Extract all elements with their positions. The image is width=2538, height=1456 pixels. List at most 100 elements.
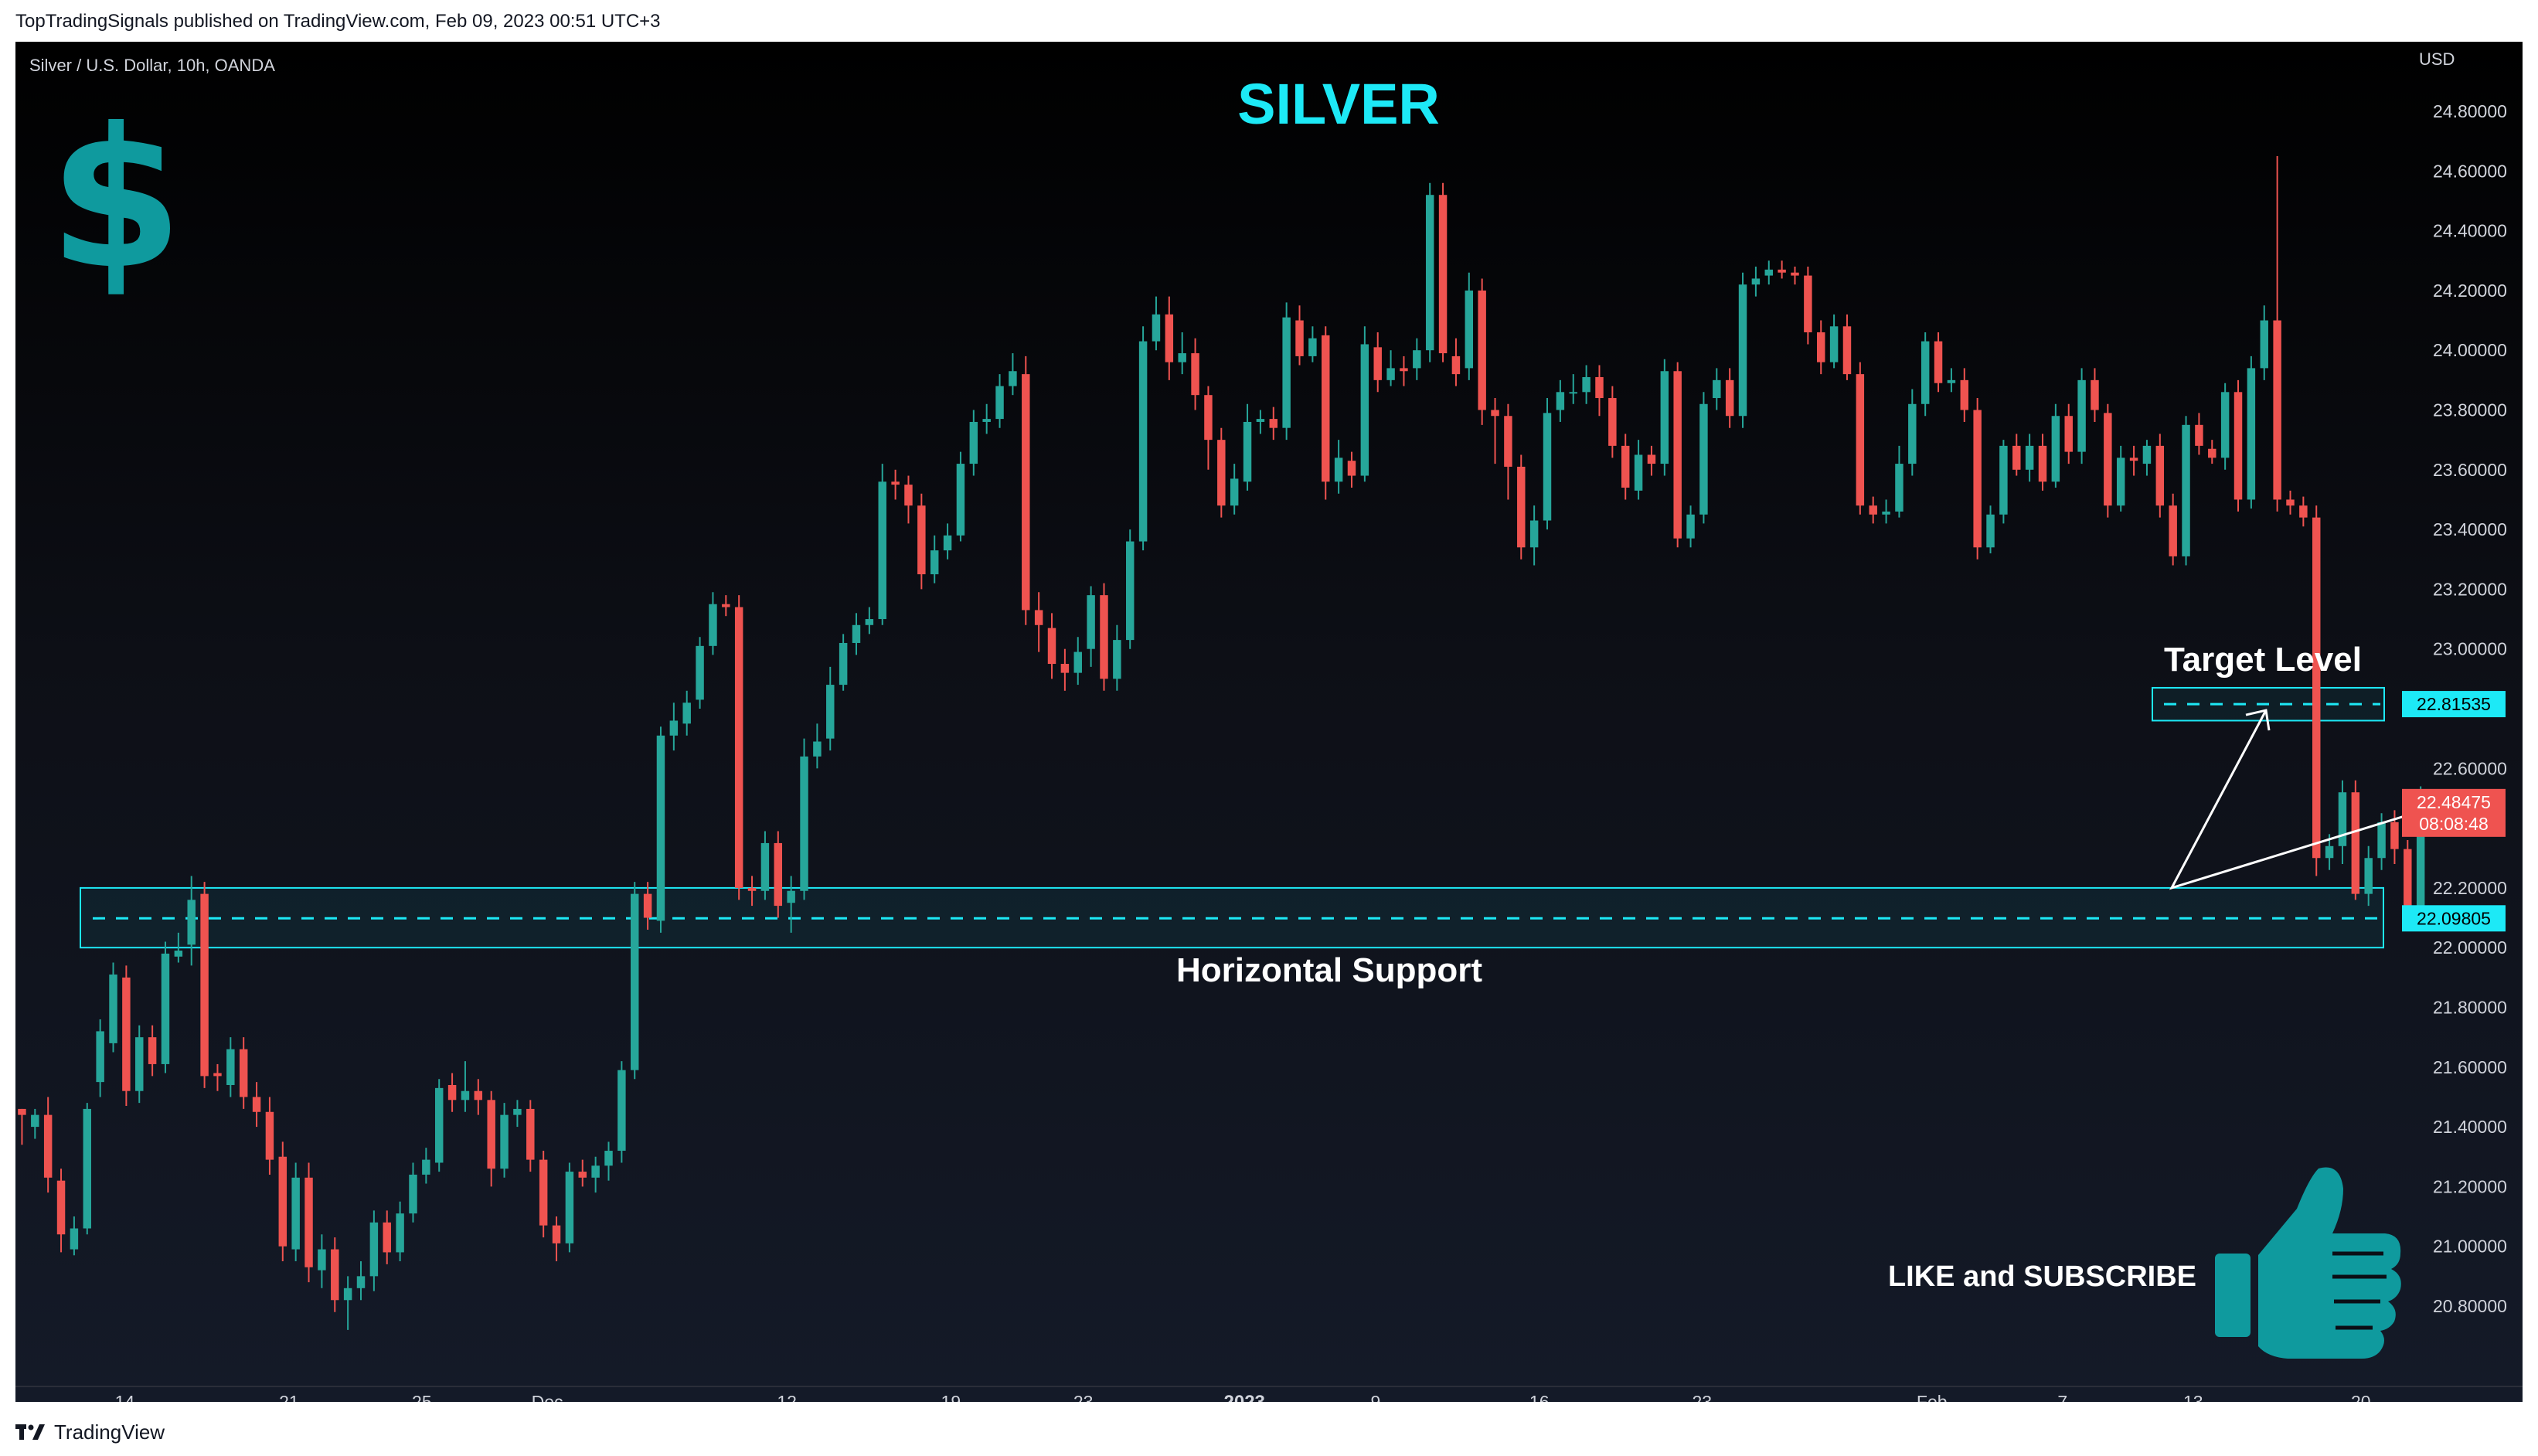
thumb-finger-lines: [2332, 1251, 2387, 1330]
candle-body: [1999, 445, 2008, 515]
candle-body: [1152, 314, 1161, 342]
symbol-label: Silver / U.S. Dollar, 10h, OANDA: [29, 56, 275, 75]
y-tick-label: 23.40000: [2433, 519, 2507, 539]
x-tick-label: Feb: [1917, 1392, 1948, 1402]
candle-body: [565, 1172, 574, 1243]
candle-body: [1569, 392, 1577, 394]
tradingview-logo-icon: [15, 1424, 45, 1440]
candle-body: [1100, 595, 1108, 679]
candle-body: [826, 685, 835, 739]
candle-body: [18, 1108, 26, 1115]
candle-body: [2091, 379, 2099, 410]
candle-body: [513, 1108, 522, 1115]
chart-area[interactable]: SILVER Target Level Horizontal Support LIKE…: [15, 42, 2523, 1402]
candle-body: [1582, 376, 1591, 393]
candle-body: [396, 1213, 404, 1253]
candle-body: [1817, 332, 1825, 362]
support-price-tag: 22.09805: [2417, 908, 2491, 928]
candle-body: [2364, 858, 2373, 894]
candle-body: [2208, 448, 2216, 458]
candle-body: [669, 720, 679, 736]
candle-body: [2299, 505, 2308, 518]
candle-body: [1934, 341, 1943, 383]
y-tick-label: 21.20000: [2433, 1176, 2507, 1196]
candle-body: [1947, 379, 1956, 383]
y-tick-label: 22.60000: [2433, 758, 2507, 778]
currency-label: USD: [2419, 49, 2455, 69]
target-price-tag-bg: [2402, 691, 2506, 718]
candle-body: [122, 977, 131, 1091]
candle-body: [434, 1087, 444, 1163]
y-tick-label: 21.40000: [2433, 1117, 2507, 1137]
candle-body: [2390, 822, 2399, 849]
candle-body: [2260, 320, 2268, 369]
y-tick-label: 22.20000: [2433, 878, 2507, 898]
candle-body: [982, 419, 991, 422]
candle-body: [343, 1288, 352, 1301]
thumb-cuff: [2215, 1254, 2251, 1337]
candle-body: [1804, 275, 1812, 333]
projection-arrowhead: [2245, 709, 2271, 731]
candle-body: [1986, 514, 1995, 548]
candle-body: [2182, 424, 2190, 556]
x-tick-label: 16: [1529, 1392, 1550, 1402]
candle-body: [2220, 392, 2230, 458]
candle-body: [1438, 195, 1448, 354]
candle-body: [643, 893, 652, 918]
candle-body: [1073, 651, 1082, 673]
price-chart[interactable]: SILVER Target Level Horizontal Support LIKE…: [15, 42, 2523, 1402]
candle-body: [2038, 445, 2047, 482]
candle-body: [2286, 499, 2295, 506]
candle-body: [2416, 795, 2425, 918]
candle-body: [1295, 320, 1304, 356]
candle-body: [1022, 374, 1030, 611]
candle-body: [891, 481, 900, 485]
candle-body: [356, 1276, 366, 1288]
x-tick-label: 7: [2057, 1392, 2067, 1402]
candle-body: [1125, 541, 1135, 641]
candle-body: [1842, 326, 1852, 375]
x-tick-label: 25: [412, 1392, 432, 1402]
candle-body: [878, 481, 886, 620]
countdown-tag: 08:08:48: [2419, 814, 2489, 834]
annotation-layer: SILVER Target Level Horizontal Support LIKE…: [49, 72, 2444, 1359]
thumbs-up-icon: [2215, 1167, 2401, 1359]
candle-body: [656, 735, 665, 921]
candle-body: [1465, 290, 1474, 369]
candle-body: [852, 624, 861, 643]
candle-body: [1634, 454, 1643, 491]
y-tick-label: 24.20000: [2433, 281, 2507, 301]
candle-body: [1556, 392, 1565, 410]
footer-brand[interactable]: TradingView: [15, 1419, 165, 1445]
candle-body: [930, 550, 939, 575]
candle-body: [461, 1090, 470, 1101]
candle-body: [839, 642, 848, 685]
candle-body: [1256, 419, 1265, 422]
candle-body: [1491, 410, 1499, 417]
candle-body: [1921, 341, 1930, 404]
y-tick-label: 24.60000: [2433, 161, 2507, 181]
projection-path: [2169, 709, 2444, 890]
candle-body: [83, 1108, 92, 1229]
candle-body: [1451, 355, 1461, 375]
candle-body: [774, 842, 783, 907]
axis-layer: Silver / U.S. Dollar, 10h, OANDA USD 24.80…: [15, 49, 2523, 1402]
candle-body: [2129, 458, 2138, 461]
x-tick-label: 23: [1692, 1392, 1712, 1402]
y-tick-label: 20.80000: [2433, 1296, 2507, 1316]
candle-body: [682, 702, 691, 724]
band-layer: [80, 686, 2385, 949]
candle-body: [1386, 368, 1395, 380]
candle-body: [1529, 520, 1539, 548]
candle-body: [1334, 458, 1343, 482]
candle-body: [2351, 792, 2360, 894]
candle-body: [1764, 269, 1773, 276]
x-tick-label: 20: [2351, 1392, 2371, 1402]
candle-body: [200, 893, 209, 1077]
candle-body: [135, 1037, 144, 1091]
footer-brand-label: TradingView: [54, 1420, 165, 1444]
candle-body: [31, 1114, 39, 1128]
candle-body: [709, 604, 717, 646]
target-level-label: Target Level: [2164, 641, 2362, 679]
candle-body: [1165, 314, 1174, 362]
